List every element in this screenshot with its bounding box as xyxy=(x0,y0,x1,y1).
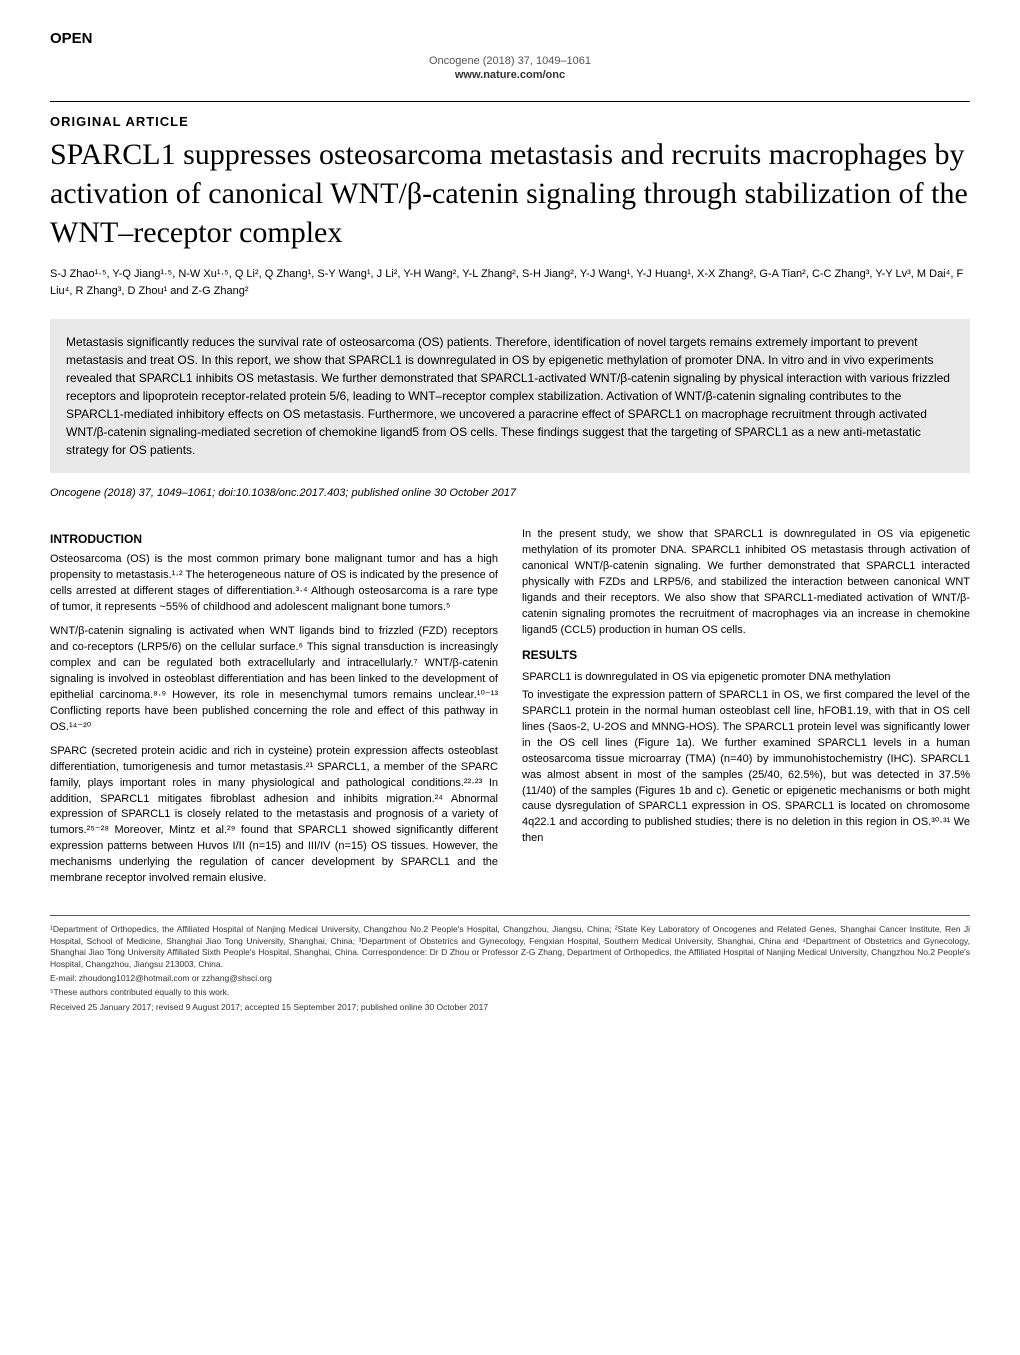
left-column: INTRODUCTION Osteosarcoma (OS) is the mo… xyxy=(50,527,498,895)
authors-list: S-J Zhao¹·⁵, Y-Q Jiang¹·⁵, N-W Xu¹·⁵, Q … xyxy=(50,266,970,299)
dates-line: Received 25 January 2017; revised 9 Augu… xyxy=(50,1002,970,1013)
article-type: ORIGINAL ARTICLE xyxy=(50,114,970,129)
footer-divider xyxy=(50,915,970,916)
results-p1: To investigate the expression pattern of… xyxy=(522,688,970,847)
header-divider xyxy=(50,101,970,102)
journal-meta: Oncogene (2018) 37, 1049–1061 xyxy=(50,55,970,67)
results-heading: RESULTS xyxy=(522,647,970,664)
body-columns: INTRODUCTION Osteosarcoma (OS) is the mo… xyxy=(50,527,970,895)
results-subheading: SPARCL1 is downregulated in OS via epige… xyxy=(522,670,970,686)
intro-p4: In the present study, we show that SPARC… xyxy=(522,527,970,639)
right-column: In the present study, we show that SPARC… xyxy=(522,527,970,895)
email-line: E-mail: zhoudong1012@hotmail.com or zzha… xyxy=(50,973,970,984)
abstract-box: Metastasis significantly reduces the sur… xyxy=(50,319,970,473)
affiliations-block: ¹Department of Orthopedics, the Affiliat… xyxy=(50,924,970,1013)
equal-contribution: ⁵These authors contributed equally to th… xyxy=(50,987,970,998)
intro-p3: SPARC (secreted protein acidic and rich … xyxy=(50,744,498,887)
journal-url: www.nature.com/onc xyxy=(50,69,970,81)
abstract-text: Metastasis significantly reduces the sur… xyxy=(66,335,950,457)
intro-heading: INTRODUCTION xyxy=(50,531,498,548)
citation-line: Oncogene (2018) 37, 1049–1061; doi:10.10… xyxy=(50,487,970,499)
article-title: SPARCL1 suppresses osteosarcoma metastas… xyxy=(50,135,970,252)
open-label: OPEN xyxy=(50,30,970,47)
intro-p2: WNT/β-catenin signaling is activated whe… xyxy=(50,624,498,736)
affiliations-text: ¹Department of Orthopedics, the Affiliat… xyxy=(50,924,970,970)
intro-p1: Osteosarcoma (OS) is the most common pri… xyxy=(50,552,498,616)
